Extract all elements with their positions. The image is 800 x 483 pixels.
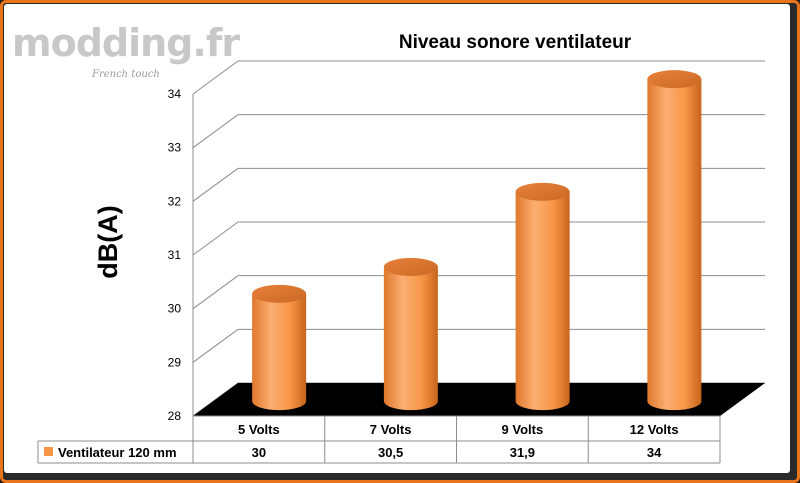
side-gridline xyxy=(192,60,239,95)
bar-body xyxy=(647,79,702,411)
category-label: 5 Volts xyxy=(238,422,280,437)
y-tick-label: 31 xyxy=(168,248,182,262)
data-value-label: 30 xyxy=(252,445,266,460)
bar xyxy=(252,284,307,411)
y-tick-label: 34 xyxy=(168,87,182,101)
bar-top xyxy=(383,257,438,276)
y-tick-label: 33 xyxy=(168,141,182,155)
legend-swatch xyxy=(44,447,53,456)
side-gridline xyxy=(192,167,239,202)
y-tick-label: 32 xyxy=(168,194,182,208)
category-label: 7 Volts xyxy=(370,422,412,437)
data-value-label: 31,9 xyxy=(510,445,535,460)
bar-body xyxy=(383,266,438,411)
bar-top xyxy=(252,284,307,303)
chart-title: Niveau sonore ventilateur xyxy=(399,32,632,53)
category-label: 9 Volts xyxy=(502,422,544,437)
plot-area: 28 29 30 31 32 33 34 xyxy=(168,60,765,423)
side-gridline xyxy=(192,221,239,256)
side-gridline xyxy=(192,328,239,363)
bar-top xyxy=(647,70,702,89)
data-value-label: 34 xyxy=(647,445,662,460)
bar-body xyxy=(515,191,570,411)
watermark-logo: modding.fr French touch xyxy=(12,21,241,80)
legend-series-name: Ventilateur 120 mm xyxy=(58,445,177,460)
bar xyxy=(515,182,570,411)
y-tick-label: 30 xyxy=(168,302,182,316)
y-axis-label: dB(A) xyxy=(93,205,123,278)
bar-top xyxy=(515,182,570,201)
data-value-label: 30,5 xyxy=(378,445,403,460)
bar-body xyxy=(252,293,307,411)
watermark-sub: French touch xyxy=(91,69,160,80)
side-gridline xyxy=(192,275,239,310)
side-gridline xyxy=(192,114,239,149)
watermark-main: modding.fr xyxy=(12,21,240,65)
bar xyxy=(647,70,702,411)
y-tick-label: 28 xyxy=(168,409,182,423)
chart-floor xyxy=(193,383,765,416)
data-table: 5 Volts 7 Volts 9 Volts 12 Volts Ventilateur… xyxy=(37,415,721,464)
y-tick-label: 29 xyxy=(168,355,182,369)
bar xyxy=(383,257,438,411)
category-label: 12 Volts xyxy=(630,422,679,437)
